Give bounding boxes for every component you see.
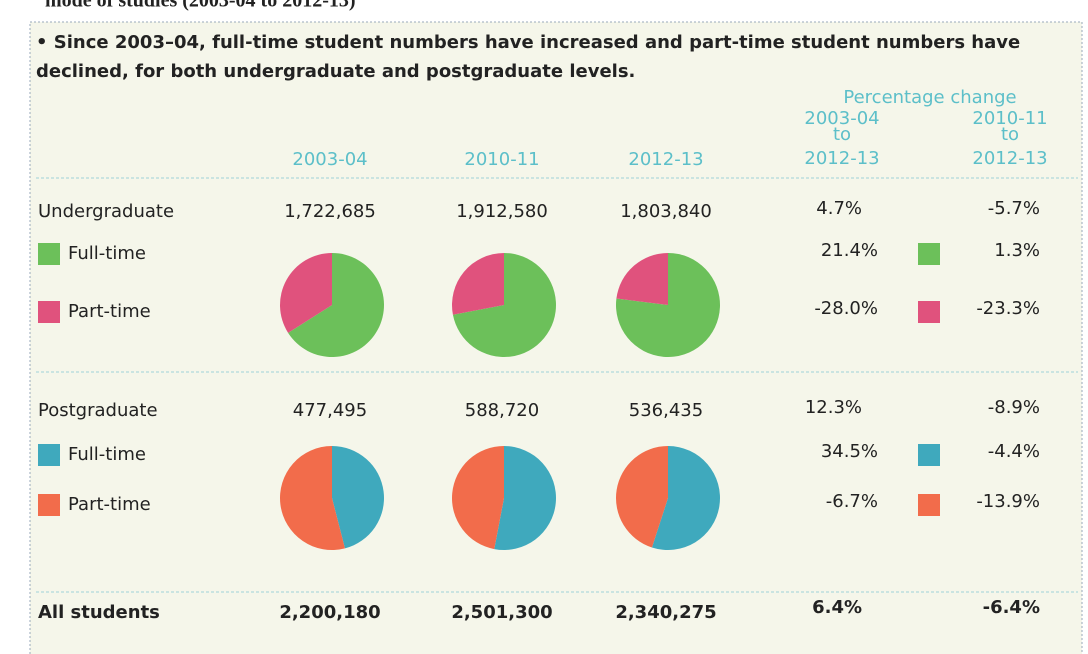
year-heading: 2003-04 (292, 149, 367, 170)
bullet-text: declined, for both undergraduate and pos… (36, 61, 635, 82)
change-column-heading: 2012-13 (972, 148, 1047, 169)
all-change: -6.4% (983, 597, 1040, 618)
legend-swatch (38, 494, 60, 516)
pie-slice (288, 253, 384, 357)
change-heading: Percentage change (843, 87, 1016, 108)
change: 4.7% (816, 198, 862, 219)
legend-swatch (38, 444, 60, 466)
all-label: All students (38, 602, 160, 623)
title: mode of studies (2003-04 to 2012-13) (45, 0, 356, 12)
pie-slice (452, 446, 504, 550)
total: 1,722,685 (284, 201, 376, 222)
change: -13.9% (976, 491, 1040, 512)
bullet-text: • Since 2003–04, full-time student numbe… (36, 32, 1020, 53)
total: 1,912,580 (456, 201, 548, 222)
pie-slice (280, 446, 345, 550)
change: -5.7% (988, 198, 1040, 219)
change-column-heading: to (833, 124, 851, 145)
all-total: 2,200,180 (279, 602, 380, 623)
change: -8.9% (988, 397, 1040, 418)
year-heading: 2012-13 (628, 149, 703, 170)
section-label: Undergraduate (38, 201, 174, 222)
change: -4.4% (988, 441, 1040, 462)
pie-slice (494, 446, 556, 550)
total: 477,495 (293, 400, 367, 421)
row-label: Part-time (68, 301, 151, 322)
legend-swatch (918, 243, 940, 265)
pie-slice (616, 253, 668, 305)
legend-swatch (38, 243, 60, 265)
change-column-heading: to (1001, 124, 1019, 145)
all-change: 6.4% (812, 597, 862, 618)
pie-slice (332, 446, 384, 549)
total: 588,720 (465, 400, 539, 421)
change-column-heading: 2012-13 (804, 148, 879, 169)
all-total: 2,501,300 (451, 602, 552, 623)
legend-swatch (918, 494, 940, 516)
total: 1,803,840 (620, 201, 712, 222)
section-label: Postgraduate (38, 400, 158, 421)
all-total: 2,340,275 (615, 602, 716, 623)
change-column-heading: 2010-11 (972, 108, 1047, 129)
total: 536,435 (629, 400, 703, 421)
row-label: Full-time (68, 444, 146, 465)
change: -6.7% (826, 491, 878, 512)
row-label: Part-time (68, 494, 151, 515)
pie-slice (451, 253, 504, 315)
legend-swatch (918, 301, 940, 323)
legend-swatch (38, 301, 60, 323)
pie-slice (651, 446, 720, 550)
pie-slice (280, 253, 332, 333)
year-heading: 2010-11 (464, 149, 539, 170)
change: 34.5% (821, 441, 878, 462)
pie-slice (616, 446, 668, 548)
change: -23.3% (976, 298, 1040, 319)
change: -28.0% (814, 298, 878, 319)
change: 12.3% (805, 397, 862, 418)
row-label: Full-time (68, 243, 146, 264)
pie-slice (452, 253, 556, 357)
legend-swatch (918, 444, 940, 466)
panel (29, 21, 1083, 654)
change: 21.4% (821, 240, 878, 261)
change-column-heading: 2003-04 (804, 108, 879, 129)
change: 1.3% (994, 240, 1040, 261)
